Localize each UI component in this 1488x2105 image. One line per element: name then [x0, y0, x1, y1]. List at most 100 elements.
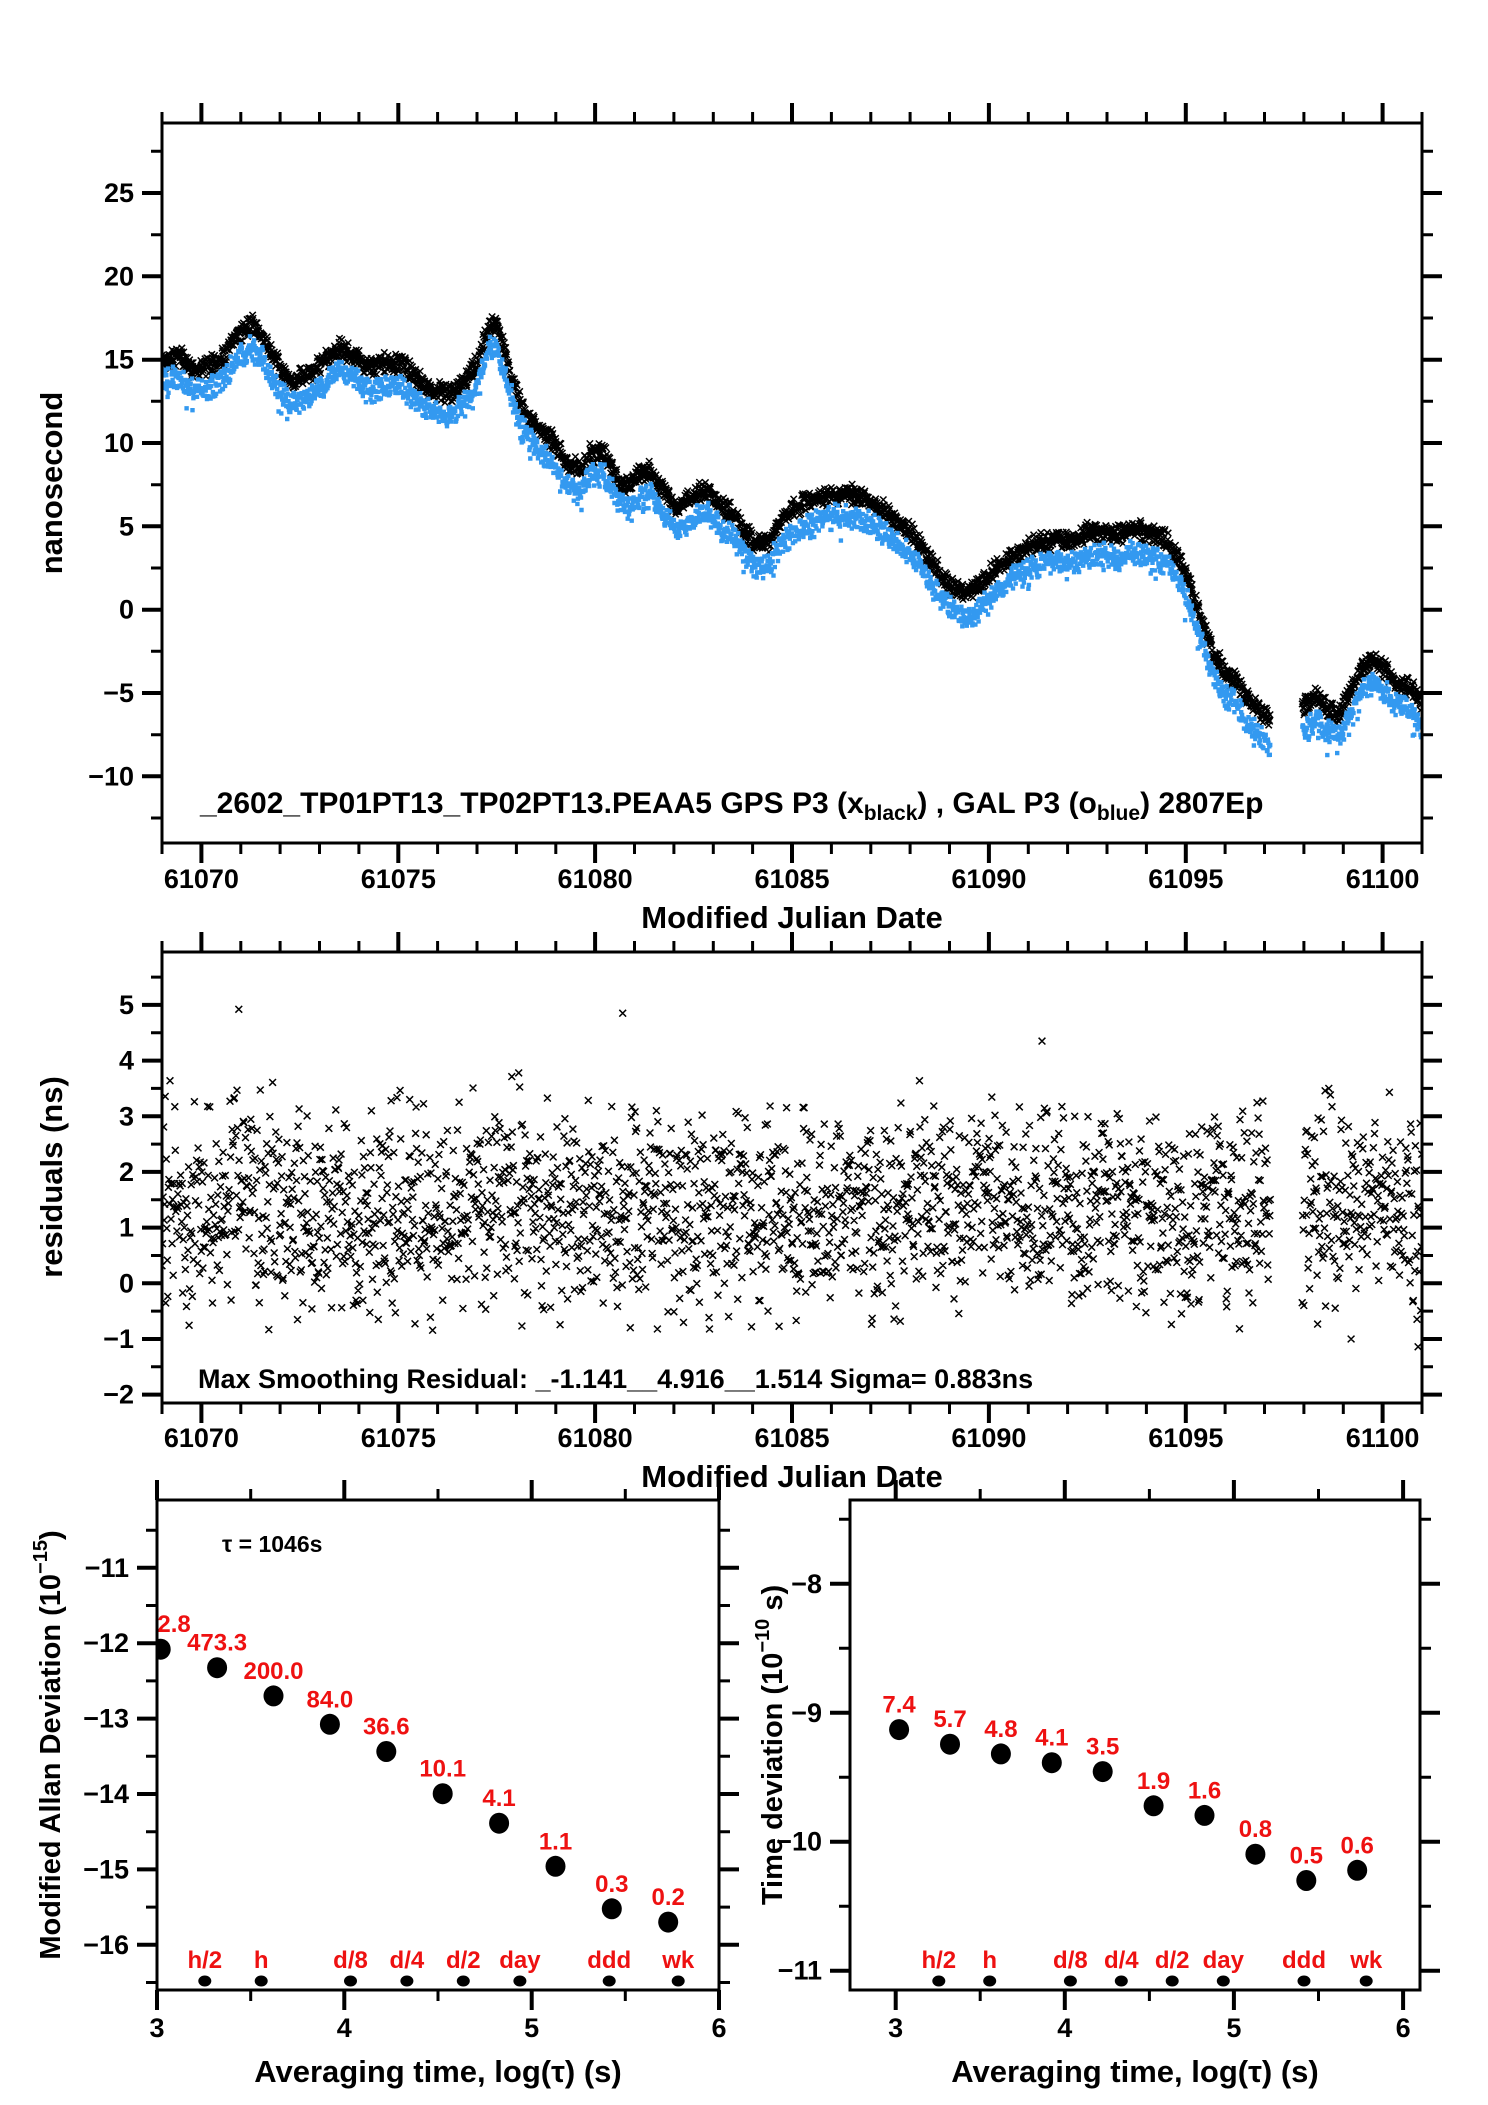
tdev-axis-ticks	[830, 1480, 1440, 2010]
y-tick-label: −5	[103, 678, 134, 708]
data-point	[1041, 1752, 1062, 1774]
x-tick-label: 61100	[1346, 864, 1420, 894]
mdev-x-tick-labels: 3 4 5 6	[149, 2013, 726, 2043]
tau-marker-label: h	[982, 1947, 997, 1974]
y-tick-label: −12	[83, 1628, 129, 1658]
point-value-label: 1.9	[1137, 1768, 1170, 1795]
y-tick-label: 10	[104, 428, 134, 458]
tau-marker-label: d/2	[446, 1947, 481, 1974]
tau-marker-dot	[602, 1975, 616, 1987]
data-point	[1194, 1804, 1215, 1826]
point-value-label: 0.3	[595, 1871, 628, 1898]
x-tick-label: 61100	[1346, 1423, 1420, 1453]
minor-ticks	[839, 1489, 1431, 2001]
point-value-label: 84.0	[307, 1686, 354, 1713]
y-tick-label: 15	[104, 345, 134, 375]
top-panel-scatter-points	[162, 311, 1422, 758]
tau-marker-dot	[456, 1975, 470, 1987]
point-value-label: 200.0	[243, 1658, 303, 1685]
y-tick-label: −10	[88, 761, 134, 791]
residual-points	[162, 1005, 1422, 1351]
point-value-label: 0.5	[1290, 1843, 1323, 1870]
tau-marker-label: wk	[661, 1947, 695, 1974]
y-tick-label: −9	[791, 1698, 822, 1728]
tau-marker-label: h	[254, 1947, 269, 1974]
y-tick-label: −11	[778, 1956, 822, 1986]
tdev-y-tick-labels: −8 −9 −10 −11	[776, 1569, 822, 1986]
tau-marker-dot	[198, 1975, 212, 1987]
top-panel-annotation: _2602_TP01PT13_TP02PT13.PEAA5 GPS P3 (xb…	[199, 787, 1263, 825]
mdev-panel: h/2 h d/8 d/4 d/2 day ddd wk 832.8473.3200.084.0…	[30, 1480, 739, 2089]
y-tick-label: −8	[791, 1569, 822, 1599]
top-panel-y-axis-title: nanosecond	[34, 392, 69, 575]
y-tick-label: −10	[776, 1827, 822, 1857]
tau-marker-dot	[254, 1975, 268, 1987]
point-value-label: 1.6	[1188, 1777, 1221, 1804]
tau-marker-dot	[1359, 1975, 1373, 1987]
major-ticks	[137, 1480, 739, 2010]
mdev-axis-ticks	[137, 1480, 739, 2010]
top-panel-x-tick-labels: 61070 61075 61080 61085 61090 61095 61100	[164, 864, 1420, 894]
tau-marker-label: d/8	[333, 1947, 368, 1974]
x-tick-label: 61095	[1148, 1423, 1223, 1453]
tau-marker-label: d/4	[1104, 1947, 1139, 1974]
tau-marker-label: ddd	[1282, 1947, 1326, 1974]
tau-marker-dot	[1216, 1975, 1230, 1987]
point-value-label: 7.4	[882, 1692, 916, 1719]
data-point	[545, 1855, 566, 1877]
data-point	[207, 1657, 228, 1679]
top-panel-x-axis-title: Modified Julian Date	[641, 900, 942, 935]
residuals-x-axis-title: Modified Julian Date	[641, 1459, 942, 1494]
x-tick-label: 61090	[951, 1423, 1026, 1453]
data-point	[658, 1911, 679, 1933]
tau-marker-label: d/4	[390, 1947, 425, 1974]
data-point	[489, 1812, 510, 1834]
y-tick-label: 5	[119, 990, 134, 1020]
mdev-x-axis-title: Averaging time, log(τ) (s)	[254, 2054, 622, 2089]
y-tick-label: 3	[119, 1101, 134, 1131]
x-tick-label: 6	[1396, 2013, 1411, 2043]
mdev-y-tick-labels: −11 −12 −13 −14 −15 −16	[83, 1553, 129, 1960]
x-tick-label: 61085	[754, 864, 829, 894]
top-panel-frame	[160, 121, 1424, 845]
y-tick-label: −11	[85, 1553, 129, 1583]
x-tick-label: 61080	[558, 1423, 633, 1453]
y-tick-label: 25	[104, 178, 134, 208]
major-ticks	[830, 1480, 1440, 2010]
data-point	[1143, 1795, 1164, 1817]
tau-marker-dot	[344, 1975, 357, 1987]
y-tick-label: 1	[119, 1213, 134, 1243]
x-tick-label: 61080	[558, 864, 633, 894]
y-tick-label: 2	[119, 1157, 134, 1187]
data-point	[601, 1898, 622, 1920]
tau-marker-label: h/2	[187, 1947, 222, 1974]
tdev-points: h/2 h d/8 d/4 d/2 day ddd wk 7.4 5.7 4.8 4.1 3.5 1.9 1…	[882, 1692, 1383, 1987]
data-point	[319, 1713, 340, 1735]
residuals-scatter-points	[162, 1005, 1422, 1351]
point-value-label: 36.6	[363, 1714, 410, 1741]
point-value-label: 0.6	[1341, 1832, 1374, 1859]
x-tick-label: 61070	[164, 864, 239, 894]
tdev-panel: h/2 h d/8 d/4 d/2 day ddd wk 7.4 5.7 4.8 4.1 3.5 1.9 1…	[752, 1480, 1440, 2089]
major-ticks	[142, 103, 1442, 863]
x-tick-label: 61075	[361, 1423, 436, 1453]
y-tick-label: −13	[83, 1704, 129, 1734]
tau-marker-dot	[1165, 1975, 1179, 1987]
tdev-panel-frame	[848, 1498, 1422, 1992]
point-value-label: 4.8	[984, 1716, 1017, 1743]
data-point	[432, 1783, 453, 1805]
x-tick-label: 61090	[951, 864, 1026, 894]
y-tick-label: 0	[119, 595, 134, 625]
point-value-label: 4.1	[1035, 1725, 1068, 1752]
residuals-panel-axis-ticks	[142, 932, 1442, 1423]
y-tick-label: 20	[104, 261, 134, 291]
residuals-annotation: Max Smoothing Residual: _-1.141__4.916__…	[198, 1364, 1033, 1394]
top-panel: 61070 61075 61080 61085 61090 61095 61100 −10−…	[34, 103, 1442, 935]
tdev-y-axis-title: Time deviation (10−10 s)	[752, 1585, 789, 1905]
y-tick-label: −2	[103, 1380, 134, 1410]
mdev-points: h/2 h d/8 d/4 d/2 day ddd wk 832.8473.3200.084.0…	[157, 1611, 695, 1987]
tau-marker-label: h/2	[921, 1947, 956, 1974]
point-value-label: 0.8	[1239, 1816, 1272, 1843]
data-point	[376, 1741, 397, 1762]
